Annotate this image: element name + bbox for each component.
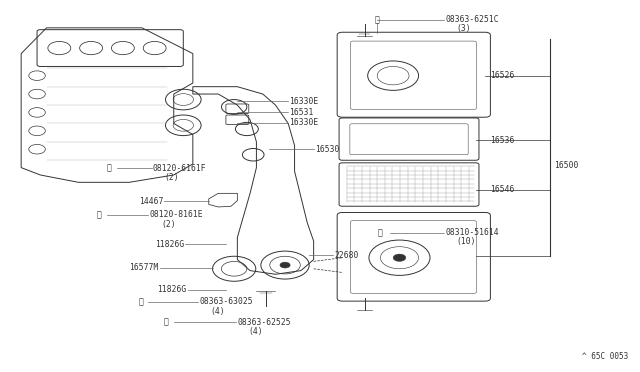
Circle shape: [280, 262, 290, 268]
Text: (2): (2): [164, 173, 179, 182]
Text: 16500: 16500: [554, 161, 579, 170]
Text: 16531: 16531: [289, 108, 314, 117]
Text: (4): (4): [211, 307, 225, 315]
Text: (10): (10): [457, 237, 476, 246]
Text: 16536: 16536: [490, 135, 515, 144]
Text: 08120-8161E: 08120-8161E: [150, 210, 204, 219]
Text: 08363-63025: 08363-63025: [199, 297, 253, 307]
Text: (2): (2): [161, 220, 175, 229]
Text: Ⓢ: Ⓢ: [375, 15, 380, 24]
Text: (4): (4): [249, 327, 264, 336]
Text: 16330E: 16330E: [289, 97, 319, 106]
Text: 14467: 14467: [139, 197, 163, 206]
Text: Ⓢ: Ⓢ: [138, 297, 143, 307]
Text: Ⓢ: Ⓢ: [378, 228, 383, 237]
Text: Ⓑ: Ⓑ: [97, 210, 101, 219]
Text: 08363-62525: 08363-62525: [237, 318, 291, 327]
Text: 08120-6161F: 08120-6161F: [153, 164, 207, 173]
Text: ^ 65C 0053: ^ 65C 0053: [582, 352, 628, 361]
Text: 16526: 16526: [490, 71, 515, 80]
Text: 11826G: 11826G: [157, 285, 186, 294]
Text: 08363-6251C: 08363-6251C: [446, 15, 499, 24]
Text: (3): (3): [457, 24, 471, 33]
Text: 11826G: 11826G: [155, 240, 184, 248]
Text: Ⓢ: Ⓢ: [164, 318, 168, 327]
Text: 16546: 16546: [490, 185, 515, 194]
Circle shape: [393, 254, 406, 262]
Text: 22680: 22680: [334, 251, 358, 260]
Text: 08310-51614: 08310-51614: [446, 228, 499, 237]
Text: Ⓑ: Ⓑ: [106, 164, 111, 173]
Text: 16577M: 16577M: [129, 263, 159, 272]
Text: 16530: 16530: [315, 145, 339, 154]
Text: 16330E: 16330E: [289, 118, 319, 127]
